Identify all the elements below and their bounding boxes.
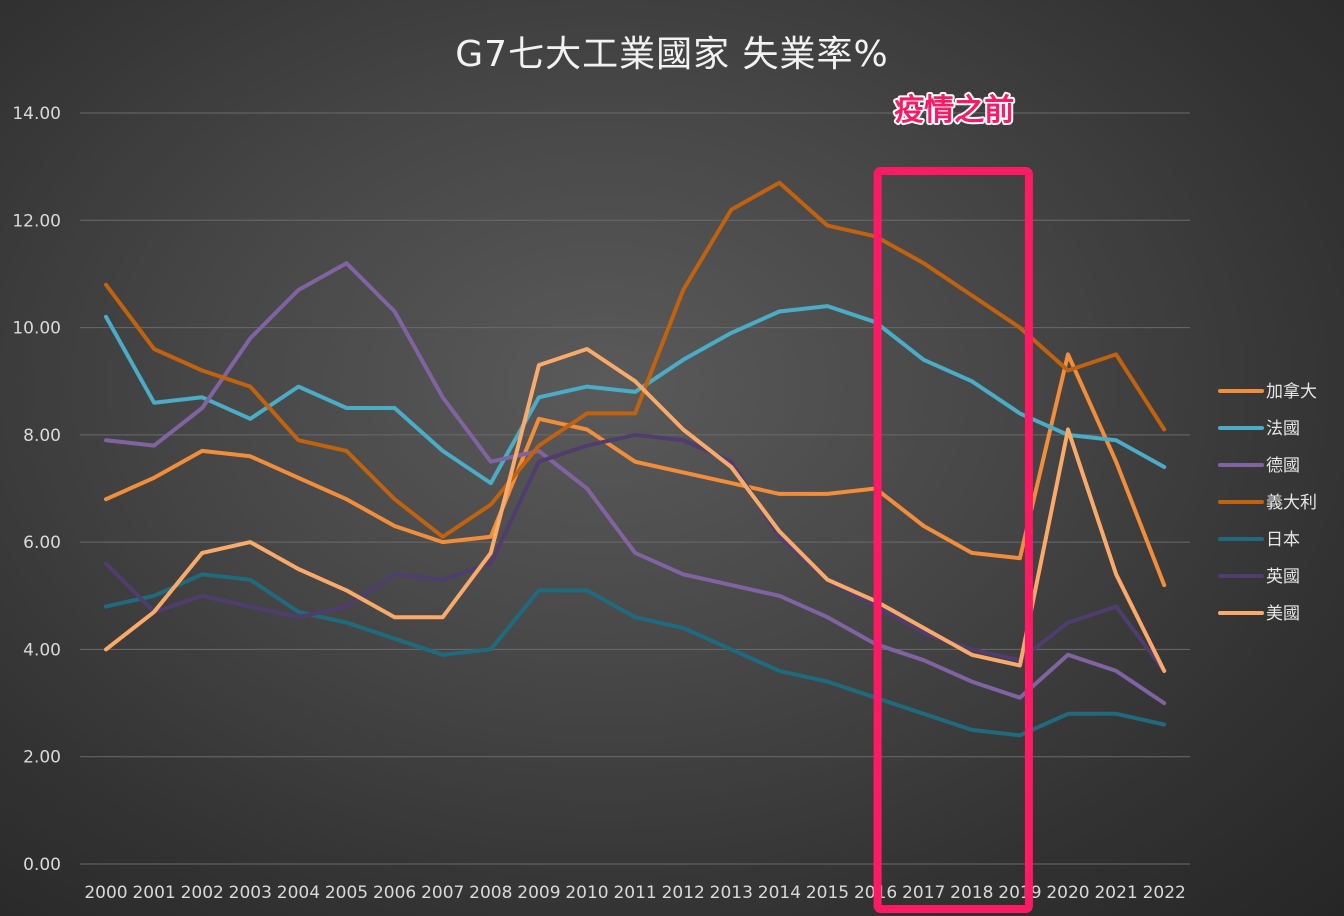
series-line-6 — [104, 347, 1167, 673]
x-tick-label: 2018 — [950, 883, 993, 903]
legend-label: 英國 — [1266, 567, 1300, 587]
legend-label: 德國 — [1266, 456, 1300, 476]
gridlines — [80, 112, 1190, 865]
x-tick-label: 2022 — [1143, 883, 1186, 903]
legend-label: 法國 — [1266, 419, 1300, 439]
series-line-3 — [104, 180, 1167, 539]
x-tick-label: 2004 — [277, 883, 320, 903]
x-tick-label: 2002 — [181, 883, 224, 903]
x-tick-label: 2020 — [1046, 883, 1089, 903]
y-tick-label: 14.00 — [12, 104, 61, 124]
x-tick-label: 2010 — [565, 883, 608, 903]
legend-label: 義大利 — [1266, 493, 1317, 513]
x-tick-label: 2021 — [1094, 883, 1137, 903]
x-tick-label: 2001 — [132, 883, 175, 903]
series-line-0 — [104, 352, 1167, 588]
y-tick-label: 0.00 — [23, 855, 61, 875]
series-line-4 — [104, 572, 1167, 738]
annotation-label: 疫情之前 — [894, 93, 1014, 128]
x-tick-label: 2005 — [325, 883, 368, 903]
x-tick-label: 2009 — [517, 883, 560, 903]
x-axis: 2000 2001 2002 2003 2004 2005 2006 2007 2008 2009… — [84, 883, 1185, 903]
series-line-1 — [104, 304, 1167, 486]
legend-label: 美國 — [1266, 604, 1300, 624]
annotation-box — [873, 167, 1033, 913]
x-tick-label: 2012 — [662, 883, 705, 903]
x-tick-label: 2008 — [469, 883, 512, 903]
x-tick-label: 2006 — [373, 883, 416, 903]
legend-label: 日本 — [1266, 530, 1300, 550]
legend-label: 加拿大 — [1266, 381, 1317, 402]
x-tick-label: 2013 — [710, 883, 753, 903]
y-tick-label: 6.00 — [23, 533, 61, 553]
x-tick-label: 2007 — [421, 883, 464, 903]
x-tick-label: 2000 — [84, 883, 127, 903]
y-tick-label: 10.00 — [12, 319, 61, 339]
x-tick-label: 2017 — [902, 883, 945, 903]
y-tick-label: 8.00 — [23, 426, 61, 446]
y-tick-label: 12.00 — [12, 211, 61, 231]
x-tick-label: 2015 — [806, 883, 849, 903]
annotation: 疫情之前 — [873, 91, 1033, 913]
series-line-5 — [104, 432, 1167, 673]
x-tick-label: 2003 — [229, 883, 272, 903]
series-lines — [104, 180, 1167, 738]
chart-title: G7七大工業國家 失業率% — [455, 34, 888, 75]
y-tick-label: 2.00 — [23, 748, 61, 768]
x-tick-label: 2011 — [613, 883, 656, 903]
x-tick-label: 2014 — [758, 883, 801, 903]
y-tick-label: 4.00 — [23, 640, 61, 660]
y-axis: 0.00 2.00 4.00 6.00 8.00 10.00 12.00 14.00 — [12, 104, 61, 875]
x-tick-label: 2019 — [998, 883, 1041, 903]
series-line-2 — [104, 261, 1167, 706]
